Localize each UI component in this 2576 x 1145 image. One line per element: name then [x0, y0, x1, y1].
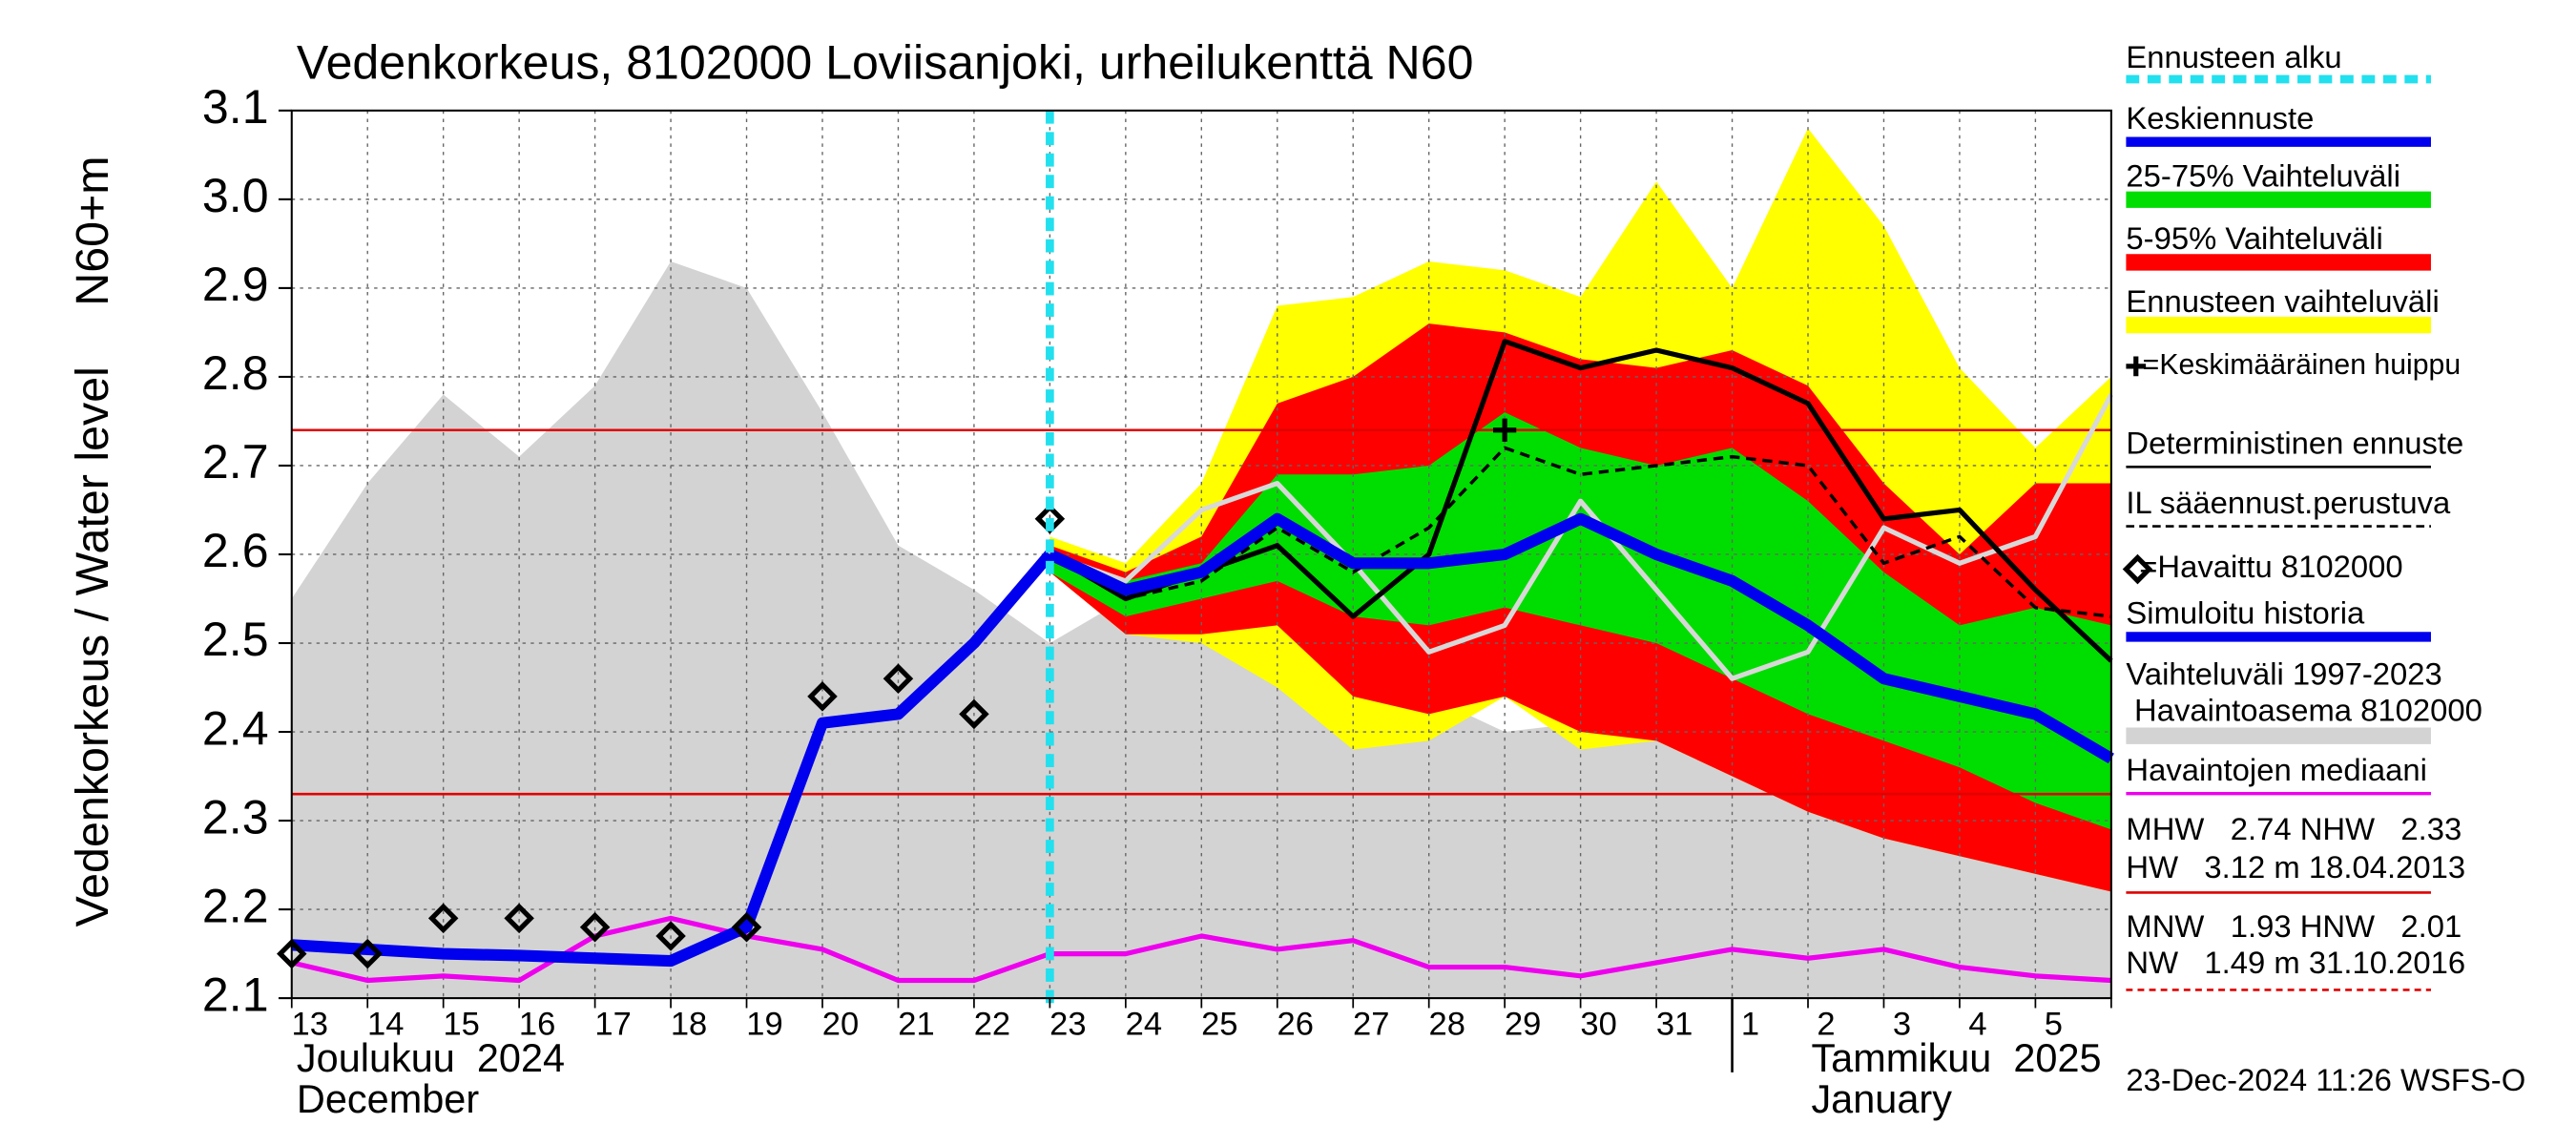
- observed-marker: [883, 663, 914, 694]
- legend-label: 5-95% Vaihteluväli: [2126, 220, 2382, 256]
- y-axis-label: Vedenkorkeus / Water level: [67, 366, 118, 926]
- y-tick-label: 2.7: [202, 435, 269, 489]
- observed-marker: [807, 681, 838, 712]
- x-tick-label: 4: [1968, 1007, 1986, 1043]
- y-tick-label: 3.0: [202, 169, 269, 222]
- legend-label: =Keskimääräinen huippu: [2143, 349, 2461, 381]
- legend-label: =Havaittu 8102000: [2139, 549, 2402, 584]
- observed-marker: [959, 698, 989, 730]
- y-tick-label: 2.3: [202, 790, 269, 843]
- legend-label: Simuloitu historia: [2126, 595, 2365, 631]
- x-tick-label: 15: [443, 1007, 479, 1043]
- x-tick-label: 3: [1893, 1007, 1911, 1043]
- x-tick-label: 18: [671, 1007, 707, 1043]
- observed-marker: [579, 911, 611, 943]
- mean-peak-marker: [1493, 418, 1517, 442]
- chart-title: Vedenkorkeus, 8102000 Loviisanjoki, urhe…: [297, 35, 1474, 89]
- legend-label: NW 1.49 m 31.10.2016: [2126, 945, 2465, 980]
- observed-marker: [504, 903, 534, 934]
- legend-label: Keskiennuste: [2126, 100, 2314, 135]
- legend-label: MHW 2.74 NHW 2.33: [2126, 811, 2462, 846]
- series-line: [1047, 512, 2114, 764]
- legend-label: 25-75% Vaihteluväli: [2126, 157, 2400, 193]
- series-line: [1049, 446, 2112, 618]
- x-tick-label: 25: [1201, 1007, 1237, 1043]
- x-tick-label: 29: [1505, 1007, 1541, 1043]
- legend-swatch: [2122, 553, 2153, 585]
- x-tick-label: 20: [822, 1007, 859, 1043]
- x-tick-label: 2: [1817, 1007, 1835, 1043]
- y-tick-label: 2.4: [202, 701, 269, 755]
- legend-swatch: [2126, 356, 2147, 377]
- observed-marker: [352, 938, 383, 969]
- y-tick-label: 2.9: [202, 258, 269, 311]
- observed-marker: [655, 921, 686, 951]
- x-tick-label: 28: [1428, 1007, 1465, 1043]
- month-label-en: December: [297, 1076, 479, 1121]
- legend-label: Havaintojen mediaani: [2126, 752, 2427, 787]
- legend-label: Deterministinen ennuste: [2126, 426, 2463, 461]
- month-label: Joulukuu 2024: [297, 1035, 565, 1080]
- y-tick-label: 2.8: [202, 346, 269, 400]
- legend-label: HW 3.12 m 18.04.2013: [2126, 849, 2465, 885]
- x-tick-label: 30: [1580, 1007, 1616, 1043]
- y-unit-label: N60+m: [67, 156, 118, 305]
- x-tick-label: 31: [1656, 1007, 1693, 1043]
- x-tick-label: 21: [898, 1007, 934, 1043]
- y-tick-label: 3.1: [202, 80, 269, 134]
- forecast-band: [1049, 412, 2111, 830]
- x-tick-label: 17: [594, 1007, 631, 1043]
- x-tick-label: 22: [974, 1007, 1010, 1043]
- legend-label: Ennusteen vaihteluväli: [2126, 283, 2439, 319]
- legend-label: Havaintoasema 8102000: [2134, 693, 2483, 728]
- x-tick-label: 26: [1278, 1007, 1314, 1043]
- legend-label: IL sääennust.perustuva: [2126, 485, 2451, 520]
- y-tick-label: 2.5: [202, 613, 269, 666]
- x-tick-label: 24: [1126, 1007, 1162, 1043]
- legend-label: Ennusteen alku: [2126, 39, 2341, 74]
- x-tick-label: 13: [292, 1007, 328, 1043]
- observed-marker: [427, 903, 459, 934]
- y-tick-label: 2.2: [202, 879, 269, 932]
- y-tick-label: 2.6: [202, 524, 269, 577]
- y-tick-label: 2.1: [202, 968, 269, 1021]
- x-tick-label: 19: [746, 1007, 782, 1043]
- observed-marker: [731, 911, 762, 943]
- x-tick-label: 14: [367, 1007, 404, 1043]
- month-label-en: January: [1811, 1076, 1952, 1121]
- footer: 23-Dec-2024 11:26 WSFS-O: [2126, 1062, 2525, 1097]
- x-tick-label: 27: [1353, 1007, 1389, 1043]
- series-line: [1049, 393, 2114, 681]
- x-tick-label: 23: [1049, 1007, 1086, 1043]
- legend-label: Vaihteluväli 1997-2023: [2126, 656, 2441, 692]
- legend-label: MNW 1.93 HNW 2.01: [2126, 908, 2462, 944]
- month-label: Tammikuu 2025: [1811, 1035, 2101, 1080]
- x-tick-label: 5: [2045, 1007, 2063, 1043]
- x-tick-label: 16: [519, 1007, 555, 1043]
- series-line: [1049, 339, 2113, 663]
- series-line: [291, 551, 1054, 968]
- x-tick-label: 1: [1741, 1007, 1759, 1043]
